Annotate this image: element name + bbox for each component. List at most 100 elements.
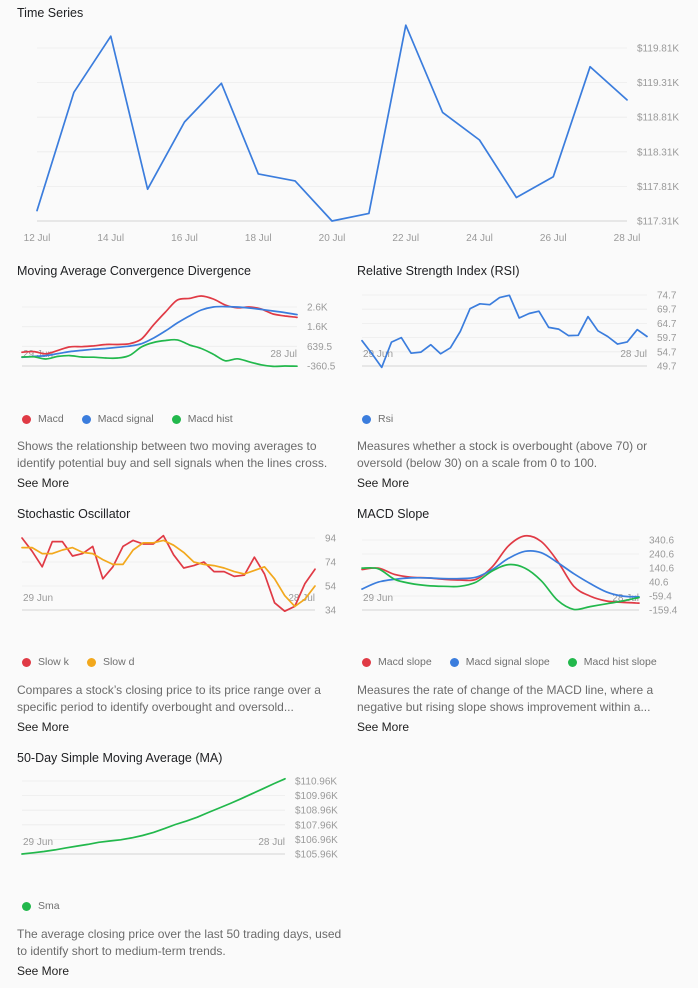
legend-item-macd-signal[interactable]: Macd signal xyxy=(81,413,154,425)
stochastic-legend: Slow k Slow d xyxy=(22,656,134,668)
chart-title-time-series: Time Series xyxy=(17,6,84,20)
legend-label: Slow k xyxy=(38,656,69,668)
x-tick-label: 24 Jul xyxy=(466,233,493,244)
legend-item-sma[interactable]: Sma xyxy=(22,900,60,912)
legend-item-slow-k[interactable]: Slow k xyxy=(22,656,69,668)
x-tick-label: 29 Jun xyxy=(363,593,393,604)
x-tick-label: 29 Jun xyxy=(23,593,53,604)
rsi-see-more-link[interactable]: See More xyxy=(357,476,410,490)
chart-title-macd: Moving Average Convergence Divergence xyxy=(17,264,251,278)
series-line-macd-hist xyxy=(21,338,298,368)
legend-dot-icon xyxy=(171,414,181,424)
y-tick-label: -159.4 xyxy=(649,606,678,617)
y-tick-label: 140.6 xyxy=(649,564,674,575)
y-tick-label: $117.81K xyxy=(637,182,679,193)
legend-dot-icon xyxy=(86,657,96,667)
y-tick-label: 40.6 xyxy=(649,578,669,589)
chart-title-sma: 50-Day Simple Moving Average (MA) xyxy=(17,751,223,765)
y-tick-label: 639.5 xyxy=(307,342,332,353)
legend-dot-icon xyxy=(362,414,371,424)
y-tick-label: $106.96K xyxy=(295,835,338,846)
macd-chart: 2.6K 1.6K 639.5 -360.5 29 Jun 28 Jul xyxy=(21,295,336,373)
legend-label: Macd xyxy=(38,413,64,425)
y-tick-label: $119.31K xyxy=(637,78,679,89)
legend-item-macd-signal-slope[interactable]: Macd signal slope xyxy=(449,656,550,668)
legend-item-macd-slope[interactable]: Macd slope xyxy=(362,656,432,668)
legend-label: Sma xyxy=(38,900,60,912)
series-line-price xyxy=(36,24,628,222)
chart-title-rsi: Relative Strength Index (RSI) xyxy=(357,264,520,278)
x-tick-label: 28 Jul xyxy=(612,593,639,604)
stochastic-description: Compares a stock’s closing price to its … xyxy=(17,683,321,714)
series-line-slow-k xyxy=(21,534,316,613)
macd-legend: Macd Macd signal Macd hist xyxy=(22,413,233,425)
series-line-slow-d xyxy=(21,539,316,608)
stochastic-see-more-link[interactable]: See More xyxy=(17,720,70,734)
rsi-description: Measures whether a stock is overbought (… xyxy=(357,439,648,470)
x-tick-label: 22 Jul xyxy=(392,233,419,244)
rsi-legend: Rsi xyxy=(362,413,393,425)
macd-slope-chart: 340.6 240.6 140.6 40.6 -59.4 -159.4 29 Jun 28 J… xyxy=(361,534,678,617)
legend-label: Rsi xyxy=(378,413,394,425)
y-tick-label: 340.6 xyxy=(649,536,674,547)
time-series-chart: $119.81K $119.31K $118.81K $118.31K $117.81K… xyxy=(24,24,679,244)
x-tick-label: 28 Jul xyxy=(614,233,641,244)
sma-see-more-link[interactable]: See More xyxy=(17,964,70,978)
x-tick-label: 20 Jul xyxy=(319,233,346,244)
legend-dot-icon xyxy=(22,901,31,911)
chart-title-macd-slope: MACD Slope xyxy=(357,507,430,521)
legend-label: Macd hist xyxy=(187,413,233,425)
chart-title-stochastic: Stochastic Oscillator xyxy=(17,507,131,521)
sma-legend: Sma xyxy=(22,900,60,912)
x-tick-label: 16 Jul xyxy=(171,233,198,244)
legend-item-macd[interactable]: Macd xyxy=(22,413,64,425)
x-tick-label: 14 Jul xyxy=(97,233,124,244)
y-tick-label: $108.96K xyxy=(295,806,338,817)
legend-item-rsi[interactable]: Rsi xyxy=(362,413,393,425)
macd-description: Shows the relationship between two movin… xyxy=(17,439,328,470)
x-tick-label: 28 Jul xyxy=(620,349,647,360)
legend-dot-icon xyxy=(362,657,371,667)
legend-item-macd-hist-slope[interactable]: Macd hist slope xyxy=(567,656,657,668)
macd-slope-legend: Macd slope Macd signal slope Macd hist s… xyxy=(362,656,657,668)
legend-item-slow-d[interactable]: Slow d xyxy=(86,656,134,668)
legend-item-macd-hist[interactable]: Macd hist xyxy=(171,413,233,425)
series-line-macd xyxy=(21,295,298,355)
series-line-macd-signal xyxy=(21,305,298,359)
y-tick-label: 74.7 xyxy=(657,291,677,302)
y-tick-label: $117.31K xyxy=(637,217,679,228)
series-line-macd-signal-slope xyxy=(361,549,640,598)
y-tick-label: 240.6 xyxy=(649,550,674,561)
sma-description: The average closing price over the last … xyxy=(17,927,342,958)
x-tick-label: 28 Jul xyxy=(288,593,315,604)
y-tick-label: $105.96K xyxy=(295,850,338,861)
y-tick-label: $119.81K xyxy=(637,44,679,55)
y-tick-label: 94 xyxy=(325,534,337,545)
y-tick-label: 69.7 xyxy=(657,305,677,316)
legend-dot-icon xyxy=(449,657,459,667)
y-tick-label: 34 xyxy=(325,606,337,617)
y-tick-label: $118.31K xyxy=(637,147,679,158)
y-tick-label: -360.5 xyxy=(307,362,336,373)
legend-dot-icon xyxy=(81,414,91,424)
series-line-sma xyxy=(21,777,286,855)
y-tick-label: 2.6K xyxy=(307,303,328,314)
y-tick-label: 59.7 xyxy=(657,333,677,344)
y-tick-label: $107.96K xyxy=(295,820,338,831)
legend-label: Macd signal xyxy=(97,413,154,425)
series-line-rsi xyxy=(361,294,648,369)
macd-see-more-link[interactable]: See More xyxy=(17,476,70,490)
sma-chart: $110.96K $109.96K $108.96K $107.96K $106.96K… xyxy=(21,777,338,861)
legend-dot-icon xyxy=(22,657,31,667)
macd-slope-description: Measures the rate of change of the MACD … xyxy=(357,683,654,714)
macd-slope-see-more-link[interactable]: See More xyxy=(357,720,410,734)
legend-label: Macd slope xyxy=(378,656,432,668)
x-tick-label: 29 Jun xyxy=(23,349,53,360)
x-tick-label: 12 Jul xyxy=(24,233,51,244)
series-line-macd-hist-slope xyxy=(361,563,640,611)
y-tick-label: $118.81K xyxy=(637,113,679,124)
y-tick-label: 49.7 xyxy=(657,362,677,373)
legend-dot-icon xyxy=(567,657,577,667)
y-tick-label: 54 xyxy=(325,582,337,593)
y-tick-label: $109.96K xyxy=(295,791,338,802)
